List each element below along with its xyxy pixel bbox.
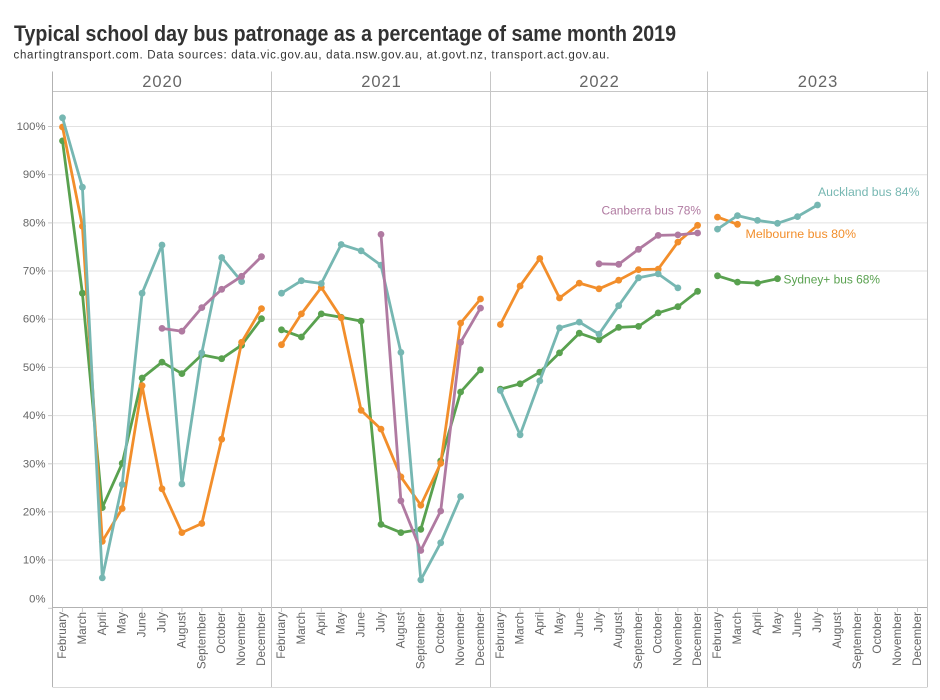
svg-text:Typical school day bus patrona: Typical school day bus patronage as a pe…	[14, 21, 676, 46]
svg-text:100%: 100%	[17, 121, 46, 133]
svg-text:February: February	[56, 612, 69, 659]
svg-text:June: June	[136, 612, 149, 637]
svg-text:February: February	[711, 612, 724, 659]
svg-text:March: March	[514, 612, 527, 644]
svg-text:March: March	[76, 612, 89, 644]
svg-text:December: December	[691, 612, 704, 666]
svg-text:March: March	[295, 612, 308, 644]
svg-text:April: April	[315, 612, 328, 635]
svg-text:February: February	[275, 612, 288, 659]
svg-text:May: May	[335, 612, 348, 634]
svg-text:chartingtransport.com. Data so: chartingtransport.com. Data sources: dat…	[14, 50, 610, 62]
svg-text:May: May	[553, 612, 566, 634]
svg-text:70%: 70%	[23, 266, 46, 278]
svg-text:2023: 2023	[798, 73, 838, 91]
svg-text:40%: 40%	[23, 410, 46, 422]
svg-text:June: June	[355, 612, 368, 637]
svg-text:90%: 90%	[23, 169, 46, 181]
svg-text:Auckland bus 84%: Auckland bus 84%	[818, 185, 920, 199]
svg-text:0%: 0%	[29, 594, 45, 606]
svg-text:July: July	[375, 612, 388, 633]
svg-text:Canberra bus 78%: Canberra bus 78%	[602, 204, 702, 218]
svg-text:July: July	[593, 612, 606, 633]
svg-text:December: December	[255, 612, 268, 666]
svg-text:June: June	[791, 612, 804, 637]
svg-text:December: December	[474, 612, 487, 666]
svg-text:August: August	[612, 611, 625, 648]
svg-text:August: August	[394, 611, 407, 648]
svg-text:10%: 10%	[23, 555, 46, 567]
svg-text:July: July	[811, 612, 824, 633]
svg-text:2022: 2022	[579, 73, 619, 91]
svg-text:October: October	[652, 612, 665, 654]
svg-text:September: September	[632, 612, 645, 669]
svg-text:November: November	[454, 612, 467, 666]
svg-text:February: February	[494, 612, 507, 659]
svg-text:July: July	[156, 612, 169, 633]
svg-text:December: December	[911, 612, 924, 666]
svg-text:August: August	[175, 611, 188, 648]
svg-text:September: September	[414, 612, 427, 669]
svg-text:20%: 20%	[23, 506, 46, 518]
svg-text:2020: 2020	[142, 73, 182, 91]
svg-text:30%: 30%	[23, 458, 46, 470]
svg-text:April: April	[751, 612, 764, 635]
svg-text:August: August	[831, 611, 844, 648]
svg-text:September: September	[195, 612, 208, 669]
svg-text:September: September	[851, 612, 864, 669]
svg-text:2021: 2021	[361, 73, 401, 91]
svg-text:November: November	[671, 612, 684, 666]
svg-text:May: May	[116, 612, 129, 634]
svg-text:November: November	[235, 612, 248, 666]
svg-text:60%: 60%	[23, 314, 46, 326]
svg-text:50%: 50%	[23, 362, 46, 374]
svg-text:June: June	[573, 612, 586, 637]
svg-text:March: March	[731, 612, 744, 644]
svg-text:October: October	[434, 612, 447, 654]
svg-text:80%: 80%	[23, 217, 46, 229]
svg-text:April: April	[533, 612, 546, 635]
svg-text:October: October	[871, 612, 884, 654]
svg-text:October: October	[215, 612, 228, 654]
svg-text:November: November	[891, 612, 904, 666]
svg-text:Melbourne bus 80%: Melbourne bus 80%	[746, 227, 857, 241]
svg-text:Sydney+ bus 68%: Sydney+ bus 68%	[784, 273, 881, 287]
svg-text:May: May	[771, 612, 784, 634]
svg-text:April: April	[96, 612, 109, 635]
